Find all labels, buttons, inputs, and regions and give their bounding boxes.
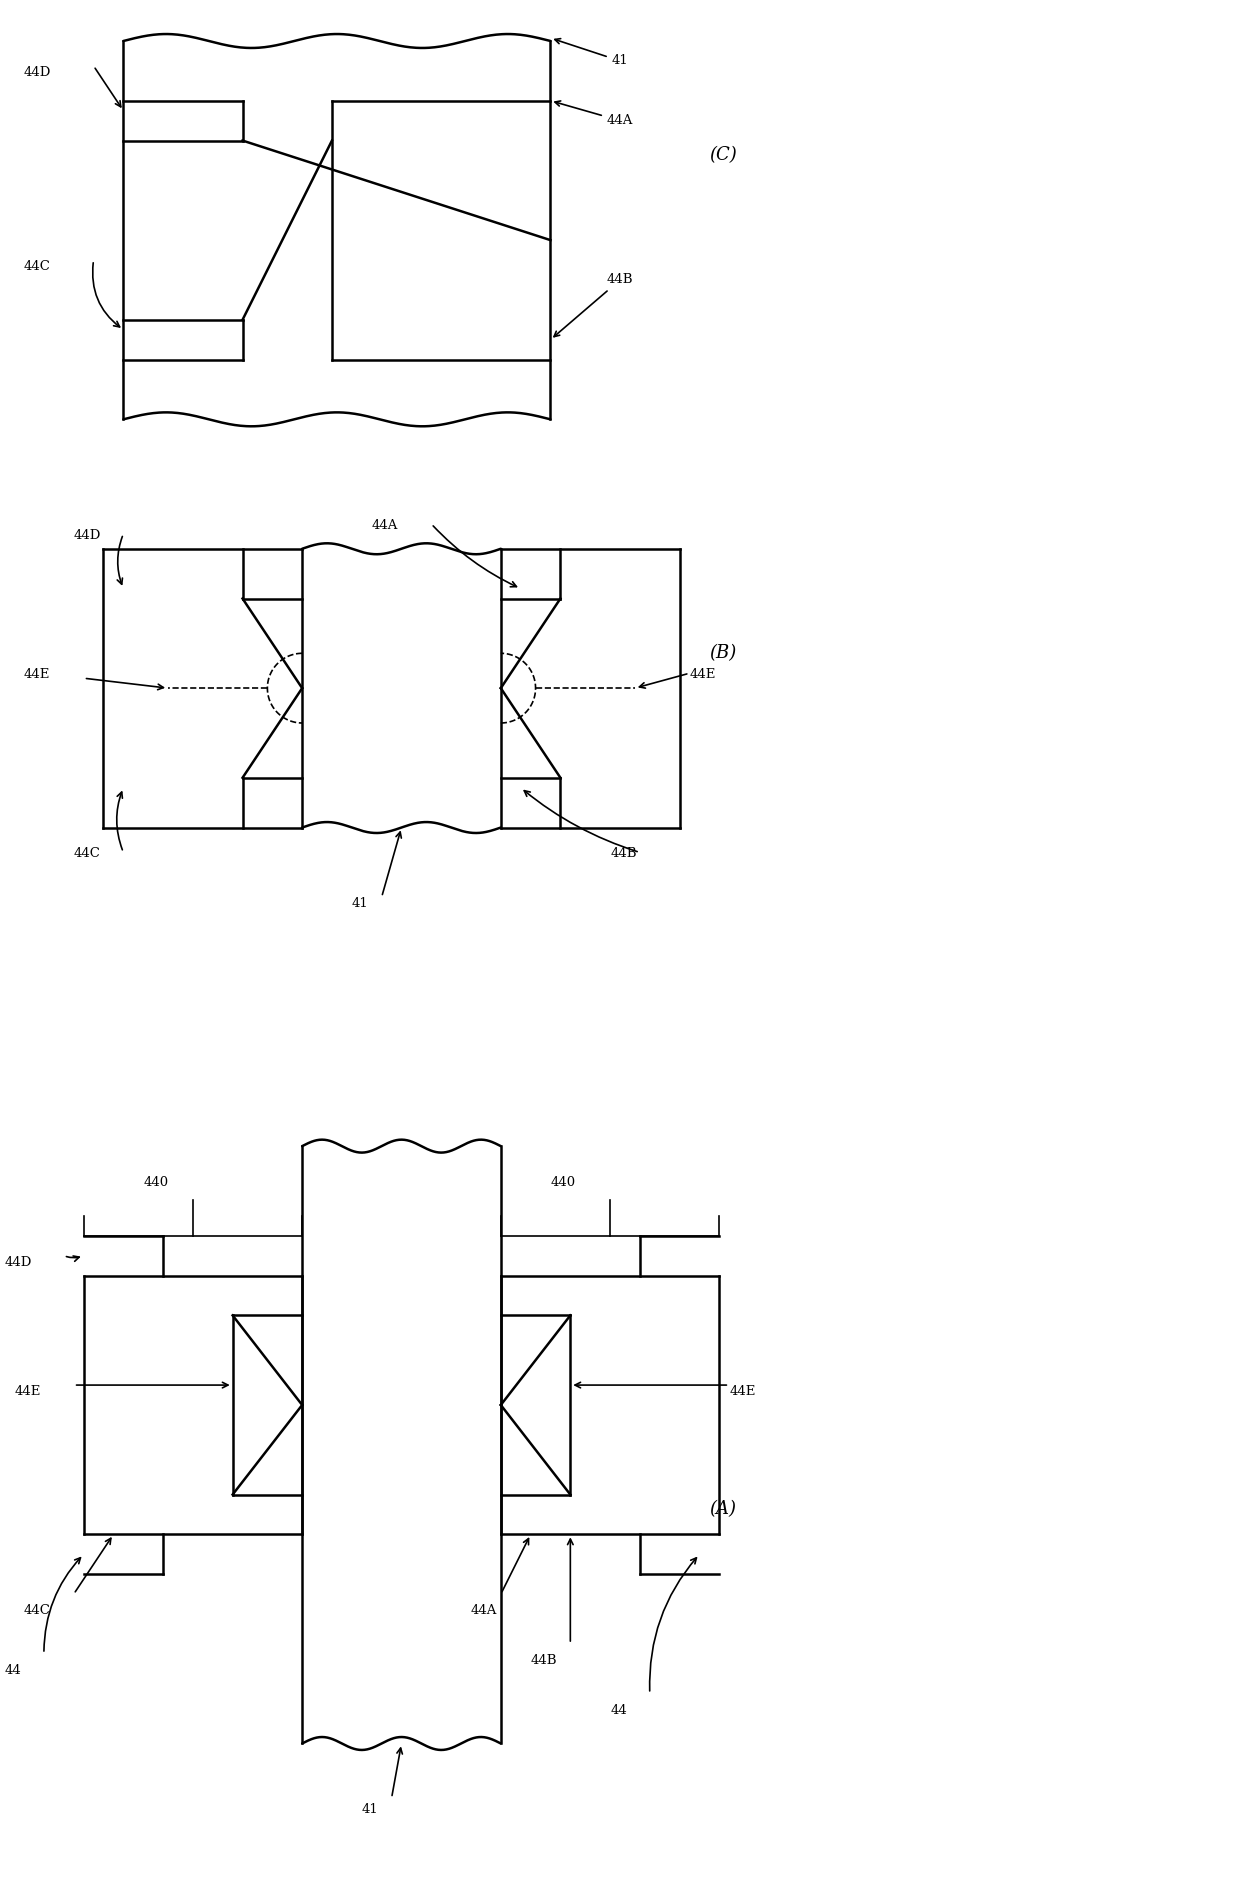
Text: 44C: 44C bbox=[24, 1605, 51, 1616]
Text: 44B: 44B bbox=[554, 273, 634, 336]
Text: 41: 41 bbox=[554, 38, 629, 68]
Text: 440: 440 bbox=[551, 1176, 575, 1189]
Text: (A): (A) bbox=[709, 1501, 737, 1518]
Text: 44E: 44E bbox=[24, 668, 51, 681]
Text: 44E: 44E bbox=[14, 1385, 41, 1398]
Text: 44A: 44A bbox=[471, 1605, 497, 1616]
Text: 44C: 44C bbox=[24, 260, 51, 273]
Text: 44C: 44C bbox=[73, 848, 100, 861]
Text: 44B: 44B bbox=[610, 848, 636, 861]
Text: 44D: 44D bbox=[73, 529, 102, 543]
Text: 44D: 44D bbox=[24, 66, 51, 80]
Text: 41: 41 bbox=[352, 897, 368, 911]
Text: (C): (C) bbox=[709, 146, 737, 165]
Text: 44E: 44E bbox=[729, 1385, 755, 1398]
Text: 41: 41 bbox=[362, 1804, 378, 1815]
Text: 44D: 44D bbox=[4, 1256, 31, 1269]
Text: 44: 44 bbox=[4, 1664, 21, 1677]
Text: 44: 44 bbox=[610, 1704, 626, 1717]
Text: 440: 440 bbox=[144, 1176, 169, 1189]
Text: (B): (B) bbox=[709, 645, 737, 662]
Text: 44A: 44A bbox=[556, 101, 634, 127]
Text: 44A: 44A bbox=[372, 520, 398, 531]
Text: 44E: 44E bbox=[689, 668, 715, 681]
Text: 44B: 44B bbox=[531, 1654, 557, 1667]
